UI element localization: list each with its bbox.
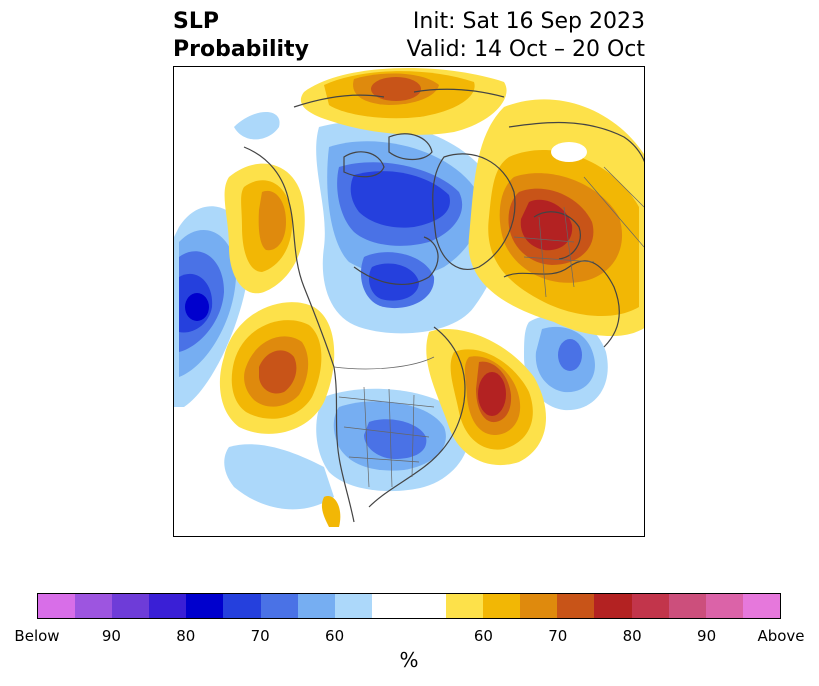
colorbar-segment	[186, 594, 224, 618]
colorbar-segment	[705, 594, 743, 618]
anomaly-west-atlantic-above	[426, 329, 546, 466]
neutral-patch	[551, 142, 587, 162]
colorbar-segment	[520, 594, 558, 618]
anomaly-small-south-above	[321, 496, 341, 527]
anomaly-scandinavia-above	[468, 99, 644, 336]
colorbar-segment	[371, 594, 409, 618]
colorbar-tick-label: 70	[548, 627, 568, 645]
colorbar-segment	[742, 594, 780, 618]
forecast-dates: Init: Sat 16 Sep 2023 Valid: 14 Oct – 20…	[407, 8, 645, 64]
anomaly-western-europe-below	[524, 315, 608, 411]
colorbar-tick-label: Below	[14, 627, 60, 645]
colorbar-segment	[446, 594, 484, 618]
colorbar-segment	[38, 594, 76, 618]
colorbar-segment	[408, 594, 447, 618]
colorbar-segment	[223, 594, 261, 618]
colorbar-segment	[149, 594, 187, 618]
colorbar-tick-label: 70	[250, 627, 270, 645]
anomaly-canadian-arctic-below	[316, 121, 504, 334]
coastlines	[243, 88, 644, 523]
colorbar-segment	[594, 594, 632, 618]
country-borders	[333, 166, 644, 488]
anomaly-bering-above	[300, 68, 507, 135]
anomaly-bering-below	[234, 112, 280, 140]
colorbar-segment	[297, 594, 335, 618]
title-line-2: Probability	[173, 37, 309, 62]
anomaly-gulf-of-alaska-above	[224, 163, 305, 294]
init-date: Init: Sat 16 Sep 2023	[412, 9, 645, 34]
colorbar-tick-label: 90	[697, 627, 717, 645]
colorbar-segment	[75, 594, 113, 618]
anomaly-eastern-us-below	[224, 388, 470, 510]
probability-map	[173, 66, 645, 537]
colorbar-segment	[260, 594, 298, 618]
colorbar-segment	[112, 594, 150, 618]
colorbar-segment	[557, 594, 595, 618]
chart-title: SLP Probability	[173, 8, 309, 64]
colorbar-segment	[668, 594, 706, 618]
colorbar-tick-label: 60	[473, 627, 493, 645]
anomaly-ne-pacific-above	[219, 302, 335, 434]
colorbar-tick-label: 80	[622, 627, 642, 645]
colorbar-tick-label: 80	[176, 627, 196, 645]
valid-date: Valid: 14 Oct – 20 Oct	[406, 37, 645, 62]
colorbar-segment	[334, 594, 372, 618]
colorbar-tick-label: 60	[325, 627, 345, 645]
map-canvas	[174, 68, 644, 527]
title-line-1: SLP	[173, 9, 219, 34]
probability-colorbar	[37, 593, 781, 619]
colorbar-tick-label: Above	[757, 627, 805, 645]
colorbar-unit-label: %	[399, 648, 419, 672]
colorbar-tick-label: 90	[101, 627, 121, 645]
colorbar-segment	[483, 594, 521, 618]
colorbar-segment	[631, 594, 669, 618]
